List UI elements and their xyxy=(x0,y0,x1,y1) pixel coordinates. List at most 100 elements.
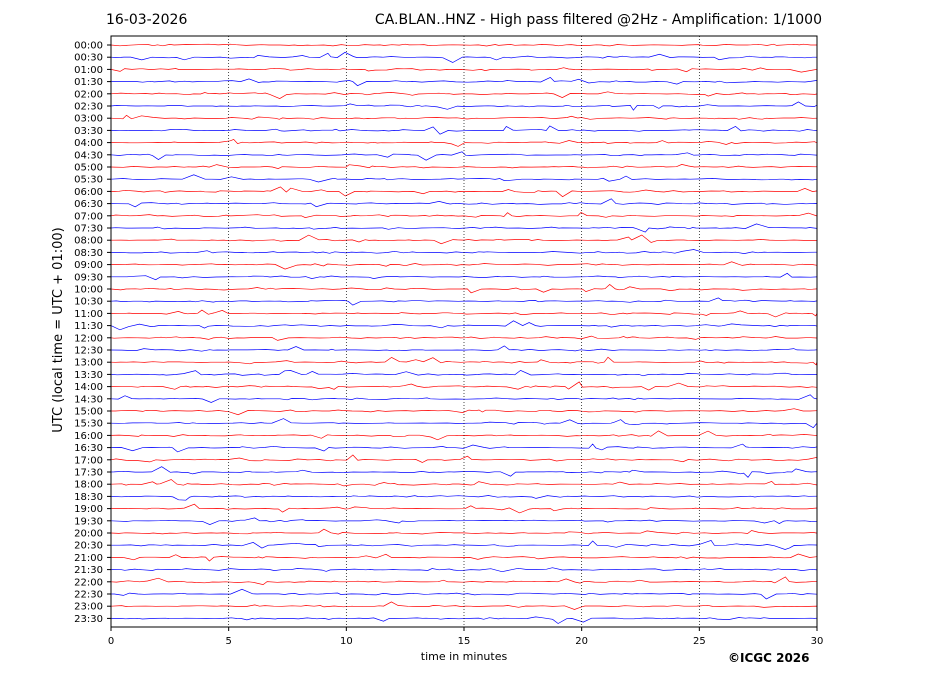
y-tick-label: 08:30 xyxy=(74,248,103,259)
trace-line xyxy=(110,356,818,366)
y-tick-label: 01:00 xyxy=(74,65,103,76)
trace-line xyxy=(110,174,818,183)
trace-line xyxy=(110,223,818,233)
x-tick-label: 15 xyxy=(458,636,471,647)
trace-line xyxy=(110,211,818,218)
trace-line xyxy=(110,125,818,135)
y-tick-label: 02:30 xyxy=(74,102,103,113)
trace-line xyxy=(110,198,818,208)
y-tick-label: 18:00 xyxy=(74,480,103,491)
y-axis-label: UTC (local time = UTC + 01:00) xyxy=(51,227,66,432)
y-tick-label: 09:30 xyxy=(74,272,103,283)
trace-line xyxy=(110,443,818,453)
trace-line xyxy=(111,408,818,416)
x-tick-layer: 0 5 10 15 20 25 30 xyxy=(108,627,824,647)
y-tick-label: 21:30 xyxy=(74,565,103,576)
trace-line xyxy=(110,479,818,487)
y-tick-label: 23:00 xyxy=(74,602,103,613)
y-tick-label: 15:30 xyxy=(74,419,103,430)
y-tick-label: 06:00 xyxy=(74,187,103,198)
trace-line xyxy=(111,249,817,254)
y-tick-label: 18:30 xyxy=(74,492,103,503)
trace-line xyxy=(110,576,818,585)
trace-line xyxy=(111,588,818,600)
trace-line xyxy=(110,495,818,501)
y-tick-label: 23:30 xyxy=(74,614,103,625)
trace-line xyxy=(110,381,818,391)
trace-line xyxy=(110,454,818,463)
y-tick-label: 14:30 xyxy=(74,394,103,405)
y-tick-label: 07:30 xyxy=(74,224,103,235)
y-tick-label: 19:00 xyxy=(74,504,103,515)
trace-line xyxy=(110,164,818,169)
trace-line xyxy=(110,309,818,318)
trace-line xyxy=(110,297,818,306)
grid-layer xyxy=(228,36,700,627)
chart-title: CA.BLAN..HNZ - High pass filtered @2Hz -… xyxy=(374,12,822,28)
y-tick-label: 12:30 xyxy=(74,346,103,357)
y-tick-label: 08:00 xyxy=(74,236,103,247)
y-tick-label: 17:30 xyxy=(74,468,103,479)
trace-line xyxy=(111,272,818,281)
y-tick-label: 11:30 xyxy=(74,321,103,332)
y-tick-label: 22:30 xyxy=(74,590,103,601)
y-tick-label: 11:00 xyxy=(74,309,103,320)
y-tick-label: 22:00 xyxy=(74,577,103,588)
x-tick-label: 30 xyxy=(811,636,824,647)
trace-line xyxy=(110,284,818,294)
trace-line xyxy=(110,138,818,147)
trace-line xyxy=(110,517,818,525)
trace-line xyxy=(110,320,818,331)
y-tick-label: 20:00 xyxy=(74,529,103,540)
trace-line xyxy=(110,466,818,478)
y-tick-label: 13:00 xyxy=(74,358,103,369)
trace-line xyxy=(111,76,818,87)
x-tick-label: 10 xyxy=(340,636,353,647)
trace-line xyxy=(110,553,818,562)
x-tick-label: 25 xyxy=(693,636,706,647)
y-tick-label: 21:00 xyxy=(74,553,103,564)
y-tick-label: 03:30 xyxy=(74,126,103,137)
y-tick-label: 02:00 xyxy=(74,89,103,100)
y-tick-label: 04:00 xyxy=(74,138,103,149)
trace-line xyxy=(110,528,818,535)
y-tick-label: 05:00 xyxy=(74,163,103,174)
x-tick-label: 20 xyxy=(575,636,588,647)
trace-line xyxy=(110,345,818,352)
trace-line xyxy=(110,234,818,245)
copyright-text: ©ICGC 2026 xyxy=(728,651,810,665)
trace-line xyxy=(111,503,818,514)
y-tick-label: 00:00 xyxy=(74,41,103,52)
trace-line xyxy=(110,151,818,161)
y-tick-label: 01:30 xyxy=(74,77,103,88)
x-tick-label: 0 xyxy=(108,636,114,647)
trace-line xyxy=(111,539,818,550)
plot-frame xyxy=(110,35,818,628)
trace-line xyxy=(110,186,818,198)
y-tick-label: 05:30 xyxy=(74,175,103,186)
y-tick-label: 00:30 xyxy=(74,53,103,64)
y-tick-label: 04:30 xyxy=(74,150,103,161)
y-tick-label: 19:30 xyxy=(74,516,103,527)
trace-line xyxy=(110,101,818,111)
chart-date: 16-03-2026 xyxy=(106,12,188,28)
x-axis-label: time in minutes xyxy=(421,650,508,663)
y-tick-label: 10:30 xyxy=(74,297,103,308)
trace-line xyxy=(110,91,818,99)
y-tick-label: 13:30 xyxy=(74,370,103,381)
trace-line xyxy=(110,418,818,429)
trace-line xyxy=(110,51,817,63)
x-tick-label: 5 xyxy=(225,636,231,647)
y-tick-label: 16:30 xyxy=(74,443,103,454)
y-tick-label: 09:00 xyxy=(74,260,103,271)
trace-line xyxy=(110,261,818,270)
y-tick-label: 15:00 xyxy=(74,407,103,418)
trace-line xyxy=(110,114,818,120)
trace-line xyxy=(110,394,818,403)
y-tick-label: 07:00 xyxy=(74,211,103,222)
trace-line xyxy=(110,67,818,73)
trace-line xyxy=(110,369,818,377)
y-tick-label: 20:30 xyxy=(74,541,103,552)
